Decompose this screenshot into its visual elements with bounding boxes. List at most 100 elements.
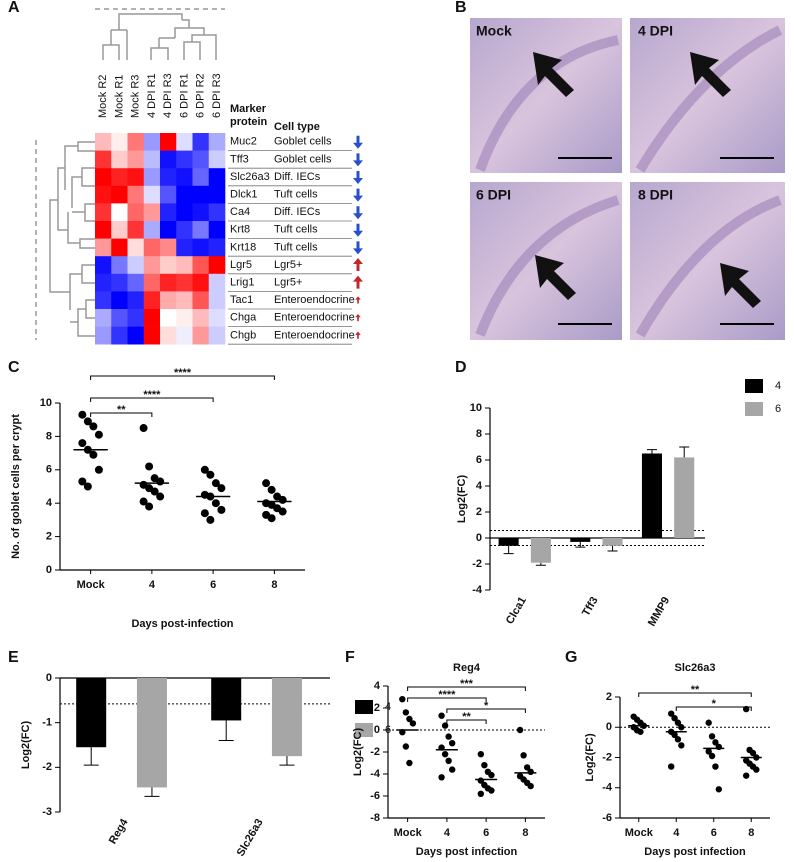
header: Marker — [230, 103, 267, 115]
data-point — [262, 479, 271, 488]
y-tick-label: 0 — [476, 532, 482, 544]
heatmap-cell — [160, 221, 177, 239]
heatmap-cell — [160, 133, 177, 151]
heatmap-cell — [208, 238, 226, 257]
heatmap-cell — [143, 203, 161, 222]
error-bar — [575, 541, 586, 548]
heatmap-cell — [176, 133, 193, 151]
heatmap-cell — [143, 309, 161, 327]
heatmap-cell — [127, 273, 145, 292]
data-point — [445, 757, 452, 764]
heatmap-cell — [95, 203, 112, 222]
column-label: 6 DPI R2 — [195, 73, 207, 118]
panel-label: E — [8, 649, 19, 666]
heatmap-cell — [143, 256, 161, 275]
y-axis-title: No. of goblet cells per crypt — [10, 414, 22, 559]
row-label: Chgb — [230, 329, 256, 341]
data-point — [89, 450, 98, 459]
heatmap-cell — [111, 273, 128, 292]
data-point — [678, 724, 685, 731]
heatmap-cell — [95, 150, 112, 169]
significance-bracket — [90, 375, 275, 380]
micrograph-label: Mock — [476, 23, 512, 39]
heatmap-cell — [192, 291, 210, 310]
legend-swatch — [355, 723, 373, 737]
data-point — [708, 752, 716, 760]
cell-type: Goblet cells — [274, 153, 332, 165]
significance-bracket — [446, 708, 526, 713]
data-point — [712, 739, 719, 746]
data-point — [206, 470, 215, 479]
heatmap-cell — [143, 221, 161, 239]
chart-title: Reg4 — [453, 662, 481, 674]
heatmap-cell — [111, 291, 128, 310]
dendrogram-top — [95, 8, 225, 60]
y-tick-label: -6 — [602, 812, 612, 824]
y-tick-label: 4 — [46, 497, 53, 509]
data-point — [83, 417, 92, 426]
heatmap-cell — [208, 291, 226, 310]
x-tick-label: 6 — [483, 827, 489, 839]
data-point — [708, 733, 716, 740]
error-bar — [535, 562, 546, 566]
heatmap-cell — [111, 185, 128, 204]
data-point — [749, 749, 757, 757]
trend-arrow — [355, 313, 361, 322]
y-tick-label: -2 — [472, 558, 482, 570]
heatmap-cell — [143, 133, 161, 151]
heatmap-cell — [192, 238, 210, 257]
data-point — [78, 439, 87, 448]
heatmap-cell — [208, 185, 226, 204]
trend-arrow — [353, 171, 363, 184]
y-tick-label: 10 — [470, 402, 482, 414]
significance-bracket — [407, 686, 526, 691]
data-point — [448, 766, 456, 773]
trend-arrow — [353, 223, 363, 237]
heatmap-cell — [208, 326, 226, 345]
heatmap-cell — [95, 291, 112, 310]
heatmap-cell — [160, 238, 177, 257]
error-bar — [503, 545, 514, 555]
heatmap-cell — [208, 256, 226, 275]
data-point — [637, 728, 644, 735]
legend-label: 6 — [775, 403, 781, 415]
data-point — [278, 495, 287, 504]
data-point — [217, 484, 226, 493]
data-point — [406, 715, 413, 723]
data-point — [520, 752, 527, 759]
heatmap-cell — [95, 326, 112, 345]
data-point — [267, 485, 276, 494]
heatmap-cell — [111, 256, 128, 275]
bar — [136, 678, 167, 788]
y-tick-label: 2 — [606, 691, 612, 703]
y-tick-label: 0 — [374, 724, 380, 736]
data-point — [705, 748, 712, 755]
row-label: Lgr5 — [230, 259, 252, 271]
data-point — [441, 751, 449, 758]
heatmap-cell — [143, 185, 161, 204]
error-bar — [83, 747, 99, 766]
heatmap-cell — [111, 221, 128, 239]
trend-arrow — [353, 258, 363, 271]
data-point — [89, 422, 98, 431]
heatmap-cell — [160, 150, 177, 169]
x-tick-label: Mock — [77, 579, 106, 591]
column-label: Mock R3 — [130, 75, 142, 118]
significance-label: **** — [143, 389, 161, 401]
heatmap-cell — [208, 133, 226, 151]
x-tick-label: Mock — [394, 827, 423, 839]
heatmap-cell — [176, 185, 193, 204]
x-tick-label: Tff3 — [580, 595, 600, 618]
y-tick-label: 0 — [46, 672, 52, 684]
heatmap-cell — [160, 309, 177, 327]
y-tick-label: 2 — [46, 531, 52, 543]
data-point — [674, 736, 682, 743]
cell-type: Lgr5+ — [274, 259, 302, 271]
heatmap-cell — [95, 273, 112, 292]
bar — [211, 678, 242, 721]
row-label: Tac1 — [230, 294, 253, 306]
significance-label: * — [712, 698, 717, 710]
trend-arrow — [355, 296, 361, 304]
heatmap-cell — [192, 168, 210, 187]
